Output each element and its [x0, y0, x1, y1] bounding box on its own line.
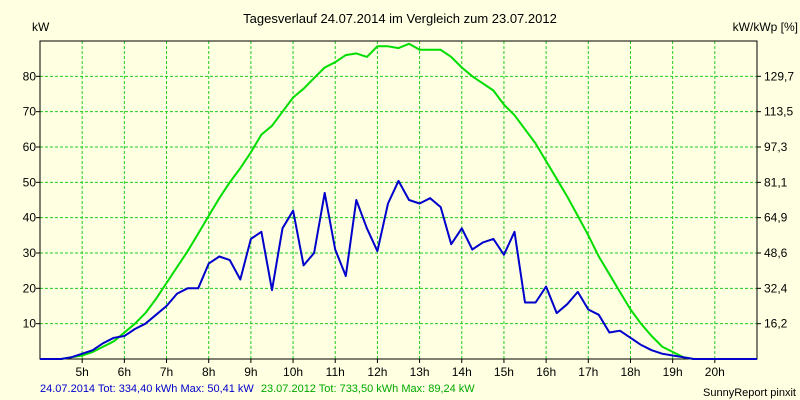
x-tick-label: 20h: [705, 365, 725, 379]
series-layer: [40, 42, 757, 360]
x-tick-label: 17h: [578, 365, 598, 379]
y-tick-label-left: 20: [23, 281, 37, 295]
y-tick-label-right: 113,5: [764, 105, 793, 119]
x-tick-label: 6h: [118, 365, 131, 379]
x-tick-label: 8h: [202, 365, 215, 379]
y-tick-label-left: 10: [23, 317, 37, 331]
y-tick-label-left: 50: [23, 175, 37, 189]
x-tick-label: 7h: [160, 365, 173, 379]
y-tick-label-right: 129,7: [764, 69, 794, 83]
y-axis-label-left: kW: [32, 20, 50, 34]
plot-frame: [39, 40, 758, 360]
y-tick-label-right: 81,1: [764, 175, 788, 189]
x-tick-label: 5h: [75, 365, 88, 379]
y-tick-label-right: 16,2: [764, 317, 788, 331]
chart-title: Tagesverlauf 24.07.2014 im Vergleich zum…: [243, 11, 557, 26]
y-tick-label-left: 30: [23, 246, 37, 260]
y-axis-ticks-left: 10 20 30 40 50 60 70 80: [23, 69, 40, 331]
legend-2012: 23.07.2012 Tot: 733,50 kWh Max: 89,24 kW: [261, 383, 475, 395]
x-axis-ticks: 5h 6h 7h 8h 9h 10h 11h 12h 13h 14h 15h 16h 17h 18h 19h…: [75, 359, 725, 379]
x-tick-label: 12h: [367, 365, 387, 379]
y-axis-label-right: kW/kWp [%]: [733, 20, 798, 34]
series-line-s2012: [40, 42, 757, 360]
legend-2014: 24.07.2014 Tot: 334,40 kWh Max: 50,41 kW: [40, 383, 254, 395]
series-line-s2014: [40, 179, 757, 360]
y-tick-label-left: 40: [23, 211, 37, 225]
x-tick-label: 13h: [410, 365, 430, 379]
y-tick-label-left: 60: [23, 140, 37, 154]
legend-line: 24.07.2014 Tot: 334,40 kWh Max: 50,41 kW…: [40, 383, 475, 395]
x-tick-label: 14h: [452, 365, 472, 379]
y-tick-label-right: 64,9: [764, 211, 788, 225]
x-tick-label: 16h: [536, 365, 556, 379]
x-tick-label: 9h: [244, 365, 257, 379]
y-tick-label-right: 97,3: [764, 140, 788, 154]
x-tick-label: 18h: [620, 365, 640, 379]
credit-text: SunnyReport pinxit: [703, 387, 796, 399]
x-tick-label: 11h: [326, 365, 345, 379]
grid: [40, 41, 757, 359]
y-tick-label-left: 70: [23, 105, 37, 119]
y-tick-label-left: 80: [23, 69, 37, 83]
x-tick-label: 15h: [494, 365, 514, 379]
x-tick-label: 19h: [663, 365, 683, 379]
y-tick-label-right: 48,6: [764, 246, 788, 260]
y-tick-label-right: 32,4: [764, 281, 788, 295]
x-tick-label: 10h: [283, 365, 303, 379]
y-axis-ticks-right: 16,2 32,4 48,6 64,9 81,1 97,3 113,5 129,7: [757, 69, 794, 331]
